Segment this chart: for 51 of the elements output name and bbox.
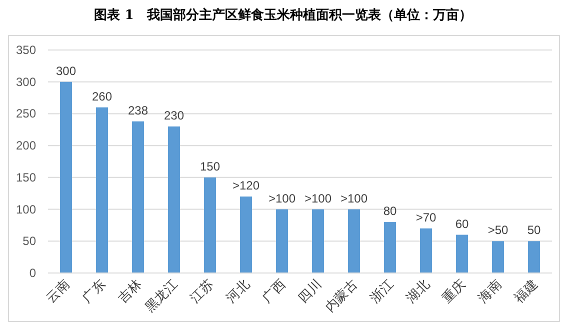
y-tick-label: 350: [16, 43, 36, 57]
x-tick-label: 江苏: [187, 276, 216, 306]
data-label: >100: [304, 191, 332, 206]
x-tick-label: 重庆: [439, 276, 468, 306]
y-tick-label: 150: [16, 170, 36, 184]
x-tick-label: 广东: [79, 276, 108, 306]
bar: [240, 196, 252, 273]
y-tick-label: 100: [16, 202, 36, 216]
data-label: 60: [455, 216, 469, 231]
y-tick-label: 250: [16, 106, 36, 121]
data-label: >100: [268, 191, 296, 206]
bar: [384, 222, 396, 273]
x-tick-label: 吉林: [115, 276, 144, 306]
bar: [492, 241, 504, 273]
x-tick-label: 河北: [223, 276, 252, 306]
bar: [456, 234, 468, 273]
data-label: 300: [56, 64, 76, 78]
data-label: 150: [200, 159, 220, 174]
x-tick-label: 湖北: [403, 276, 432, 306]
y-tick-label: 0: [29, 266, 36, 280]
bar: [276, 209, 288, 273]
bar: [204, 177, 216, 273]
data-label: >50: [488, 223, 508, 238]
x-tick-label: 广西: [259, 276, 288, 306]
x-tick-label: 四川: [295, 276, 324, 306]
data-label: 230: [164, 108, 184, 122]
bar: [420, 228, 432, 273]
bar: [60, 82, 72, 273]
bar: [312, 209, 324, 273]
chart-title: 图表 1 我国部分主产区鲜食玉米种植面积一览表（单位：万亩）: [94, 7, 472, 23]
data-label: 80: [383, 204, 397, 218]
x-tick-label: 浙江: [367, 276, 396, 306]
data-label: 50: [527, 223, 541, 238]
x-tick-label: 云南: [43, 276, 72, 306]
y-tick-label: 200: [16, 138, 36, 153]
data-label: 260: [92, 89, 112, 104]
x-tick-label: 黑龙江: [142, 276, 180, 315]
x-tick-label: 福建: [511, 276, 540, 306]
bar: [168, 126, 180, 273]
x-tick-label: 内蒙古: [322, 276, 360, 315]
bar: [132, 121, 144, 273]
bar: [348, 209, 360, 273]
x-tick-label: 海南: [475, 276, 504, 306]
y-tick-label: 50: [22, 234, 36, 248]
bar: [96, 107, 108, 273]
data-label: >70: [416, 210, 436, 224]
y-tick-label: 300: [16, 74, 36, 89]
data-label: 238: [128, 103, 148, 118]
bar: [528, 241, 540, 273]
data-label: >120: [232, 178, 260, 193]
data-label: >100: [340, 191, 368, 206]
